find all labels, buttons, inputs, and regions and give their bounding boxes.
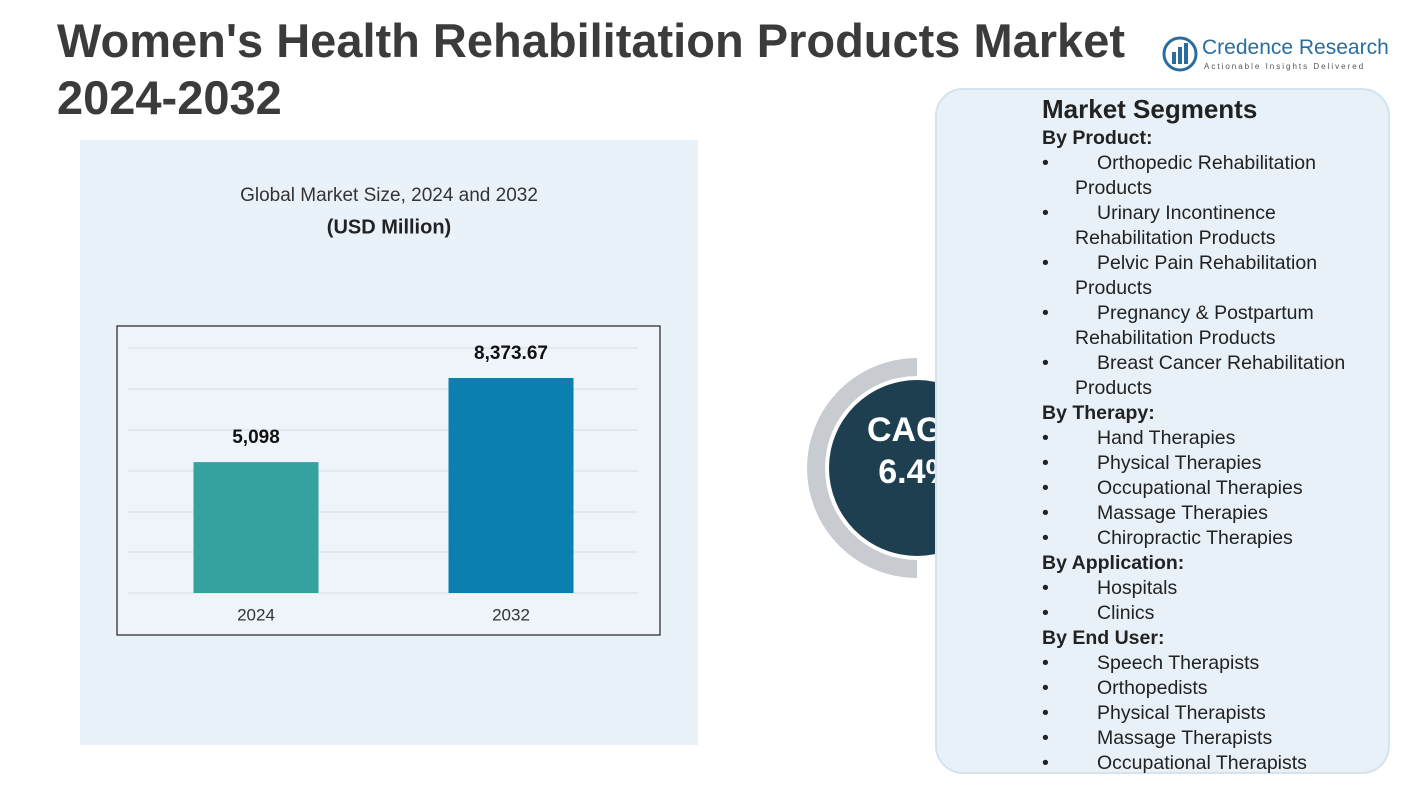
segments-title: Market Segments — [1042, 94, 1258, 124]
bar — [448, 378, 574, 593]
chart-title: Global Market Size, 2024 and 2032 — [240, 185, 538, 206]
segment-item: Pregnancy & Postpartum Rehabilitation Pr… — [1042, 301, 1372, 351]
segment-item: Chiropractic Therapies — [1042, 526, 1372, 551]
logo-tagline: Actionable Insights Delivered — [1204, 62, 1366, 71]
segment-item: Orthopedists — [1042, 676, 1372, 701]
segment-item: Occupational Therapists — [1042, 751, 1372, 776]
segment-item: Orthopedic Rehabilitation Products — [1042, 151, 1372, 201]
bar — [193, 462, 319, 593]
segment-item: Occupational Therapies — [1042, 476, 1372, 501]
segment-item: Massage Therapies — [1042, 501, 1372, 526]
value-label: 5,098 — [232, 427, 280, 448]
logo-name: Credence Research — [1202, 36, 1389, 59]
segment-heading: By Application: — [1042, 552, 1185, 574]
cagr-ring — [807, 358, 917, 578]
segment-item: Hospitals — [1042, 576, 1372, 601]
segment-item: Hand Therapies — [1042, 426, 1372, 451]
page-title: Women's Health Rehabilitation Products M… — [57, 14, 1125, 124]
value-label: 8,373.67 — [474, 343, 548, 364]
segment-item: Clinics — [1042, 601, 1372, 626]
x-tick-label: 2024 — [237, 605, 275, 624]
chart-subtitle: (USD Million) — [327, 216, 451, 238]
segments: Market Segments By Product:Orthopedic Reh… — [1042, 92, 1372, 776]
segment-item: Physical Therapists — [1042, 701, 1372, 726]
x-tick-label: 2032 — [492, 605, 530, 624]
segment-item: Pelvic Pain Rehabilitation Products — [1042, 251, 1372, 301]
logo-icon — [1162, 36, 1198, 72]
segment-item: Urinary Incontinence Rehabilitation Prod… — [1042, 201, 1372, 251]
segment-heading: By Product: — [1042, 127, 1153, 149]
segment-item: Speech Therapists — [1042, 651, 1372, 676]
segment-item: Breast Cancer Rehabilitation Products — [1042, 351, 1372, 401]
segment-item: Massage Therapists — [1042, 726, 1372, 751]
segment-item: Physical Therapies — [1042, 451, 1372, 476]
segment-heading: By End User: — [1042, 627, 1165, 649]
segment-heading: By Therapy: — [1042, 402, 1155, 424]
